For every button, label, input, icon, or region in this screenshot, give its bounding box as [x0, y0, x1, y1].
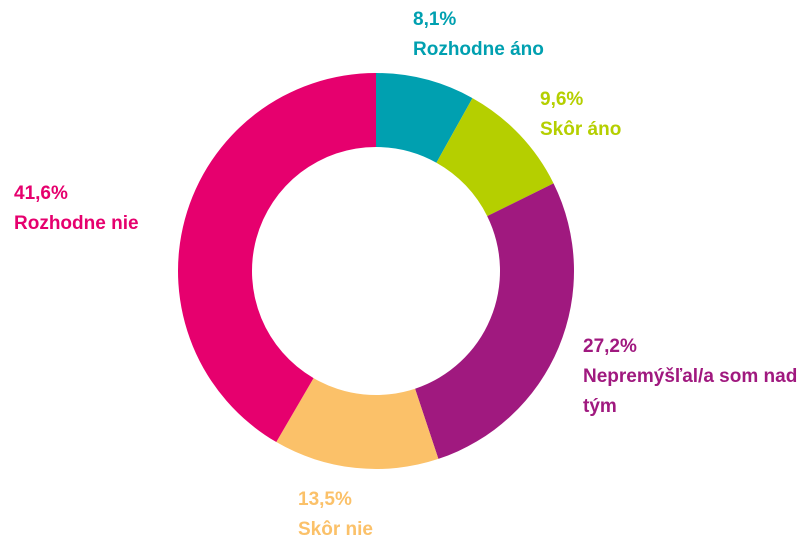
category-label: Skôr nie [298, 519, 373, 540]
segment-label: 9,6% Skôr áno [540, 85, 790, 145]
donut-segment [415, 183, 574, 459]
category-label: Rozhodne áno [413, 39, 544, 60]
value-label: 27,2% [583, 336, 637, 357]
value-label: 13,5% [298, 489, 352, 510]
value-label: 41,6% [14, 183, 68, 204]
value-label: 8,1% [413, 9, 457, 30]
donut-segment [178, 73, 376, 443]
value-label: 9,6% [540, 89, 584, 110]
category-label: Rozhodne nie [14, 213, 139, 234]
segment-label: 8,1% Rozhodne áno [413, 5, 663, 65]
segment-label: 41,6% Rozhodne nie [14, 179, 264, 239]
donut-segment [436, 98, 554, 217]
donut-segment [276, 378, 439, 469]
segment-label: 27,2% Nepremýšľal/a som nad tým [583, 332, 798, 422]
category-label: Nepremýšľal/a som nad tým [583, 366, 798, 417]
category-label: Skôr áno [540, 119, 622, 140]
donut-segment [376, 73, 473, 163]
segment-label: 13,5% Skôr nie [298, 485, 548, 545]
